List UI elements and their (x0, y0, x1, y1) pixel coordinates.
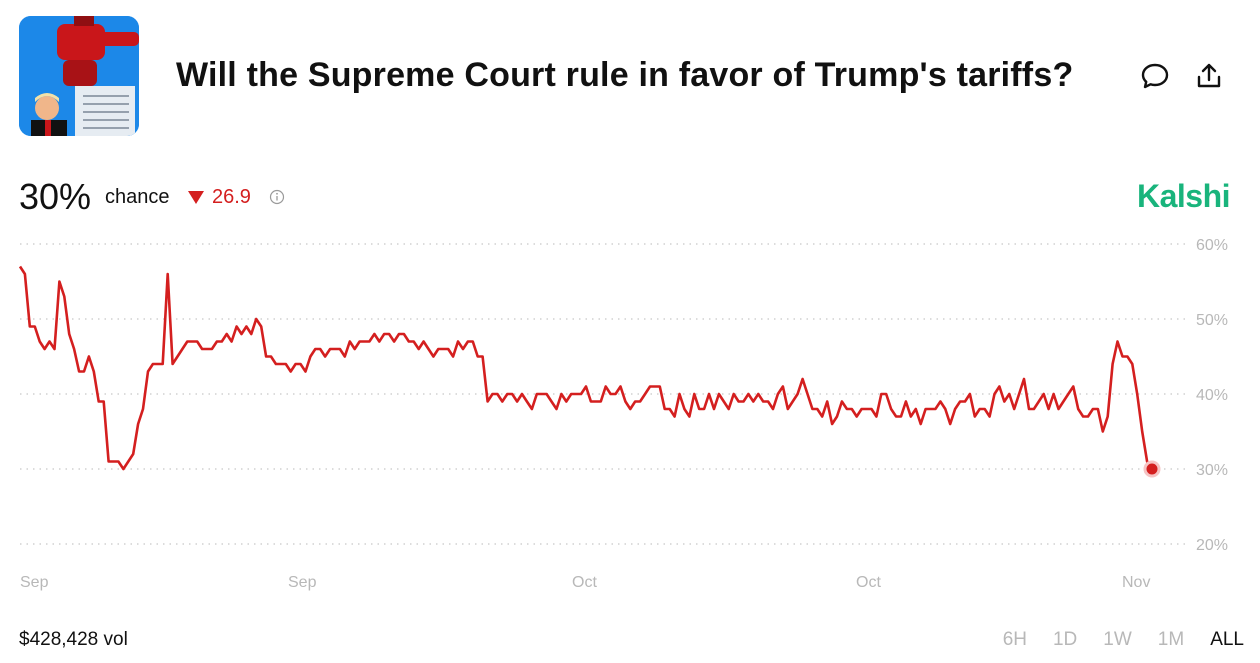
x-tick-label: Oct (572, 574, 597, 591)
y-tick-label: 40% (1196, 387, 1228, 404)
y-tick-label: 30% (1196, 462, 1228, 479)
y-tick-label: 50% (1196, 312, 1228, 329)
down-triangle-icon (188, 191, 204, 204)
y-tick-label: 20% (1196, 537, 1228, 554)
chance-label: chance (105, 186, 170, 208)
y-tick-label: 60% (1196, 237, 1228, 254)
x-tick-label: Nov (1122, 574, 1150, 591)
range-1d-button[interactable]: 1D (1052, 629, 1078, 650)
volume-label: $428,428 vol (19, 629, 128, 650)
probability-change: 26.9 (212, 186, 251, 208)
share-icon (1197, 63, 1221, 88)
series-line (18, 265, 1154, 471)
market-thumbnail (19, 16, 139, 136)
range-1w-button[interactable]: 1W (1103, 629, 1132, 650)
range-6h-button[interactable]: 6H (1002, 629, 1027, 650)
share-button[interactable] (1193, 60, 1225, 92)
time-range-selector: 6H 1D 1W 1M ALL (977, 629, 1244, 651)
gavel-image (19, 16, 139, 136)
comment-button[interactable] (1139, 60, 1171, 92)
brand-logo: Kalshi (1137, 178, 1231, 214)
market-title: Will the Supreme Court rule in favor of … (176, 56, 1074, 94)
x-tick-label: Oct (856, 574, 881, 591)
info-icon[interactable] (269, 189, 285, 205)
current-value-dot (1143, 460, 1161, 478)
x-tick-label: Sep (20, 574, 49, 591)
y-axis-labels: 60% 50% 40% 30% 20% (1196, 237, 1228, 554)
range-1m-button[interactable]: 1M (1157, 629, 1185, 650)
x-tick-label: Sep (288, 574, 317, 591)
range-all-button[interactable]: ALL (1210, 629, 1244, 650)
price-chart[interactable]: 60% 50% 40% 30% 20% Sep Sep Oct Oct Nov (0, 230, 1260, 600)
comment-icon (1141, 63, 1169, 89)
x-axis-labels: Sep Sep Oct Oct Nov (20, 574, 1150, 591)
probability-value: 30% (19, 176, 92, 217)
